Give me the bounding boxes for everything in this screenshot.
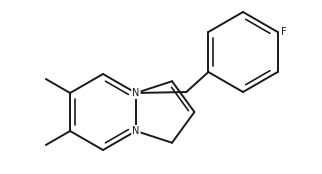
Text: F: F — [281, 27, 286, 37]
Text: N: N — [132, 126, 140, 136]
Text: N: N — [132, 88, 140, 98]
